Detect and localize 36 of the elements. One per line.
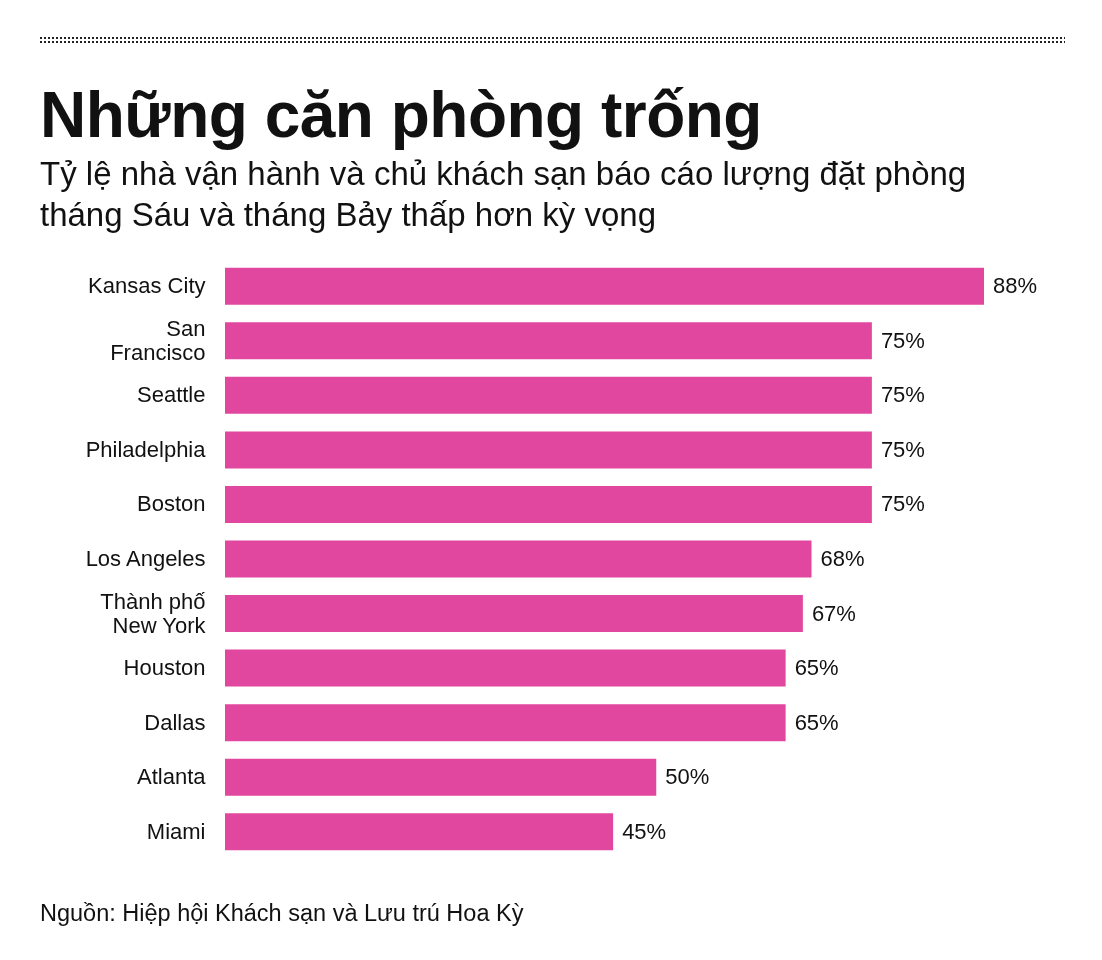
- y-tick-label: Atlanta: [137, 764, 207, 790]
- data-label: 68%: [820, 546, 865, 571]
- bar: [225, 431, 872, 469]
- y-tick-label: Philadelphia: [85, 436, 207, 462]
- bar: [225, 267, 984, 305]
- y-tick-label: Kansas City: [88, 273, 206, 299]
- data-label: 67%: [811, 600, 856, 626]
- text: Nguồn: Hiệp hội Khách sạn và Lưu trú Hoa Kỳ: [40, 900, 524, 926]
- y-tick-label: Los Angeles: [85, 546, 206, 571]
- y-tick-label: Houston: [123, 655, 206, 681]
- y-tick-label: Seattle: [137, 382, 206, 408]
- y-tick-label: Miami: [146, 818, 206, 844]
- bar: [225, 376, 872, 414]
- y-tick-label: Dallas: [144, 709, 206, 735]
- chart-title: Những căn phòng trống: [40, 79, 762, 151]
- data-label: 65%: [794, 709, 839, 735]
- data-label: 75%: [880, 327, 925, 353]
- data-label: 45%: [622, 818, 667, 844]
- bar: [225, 813, 614, 851]
- bar: [225, 704, 786, 742]
- bar: [225, 540, 812, 578]
- data-label: 75%: [880, 382, 925, 408]
- y-tick-label: Thành phố New York: [100, 588, 207, 638]
- chart-subtitle: Tỷ lệ nhà vận hành và chủ khách sạn báo cáo lượng đặt phòng tháng Sáu và tháng Bảy thấp hơn kỳ vọng: [40, 154, 968, 235]
- bar: [225, 485, 872, 523]
- bar: [225, 758, 657, 796]
- data-label: 65%: [794, 655, 839, 681]
- data-label: 75%: [880, 491, 925, 517]
- data-label: 75%: [880, 436, 925, 462]
- bar: [225, 595, 803, 633]
- bar: [225, 649, 786, 687]
- y-tick-label: Boston: [137, 491, 206, 517]
- bar: [225, 322, 872, 360]
- data-label: 50%: [665, 764, 710, 790]
- data-label: 88%: [993, 273, 1038, 299]
- y-tick-label: San Francisco: [110, 315, 206, 365]
